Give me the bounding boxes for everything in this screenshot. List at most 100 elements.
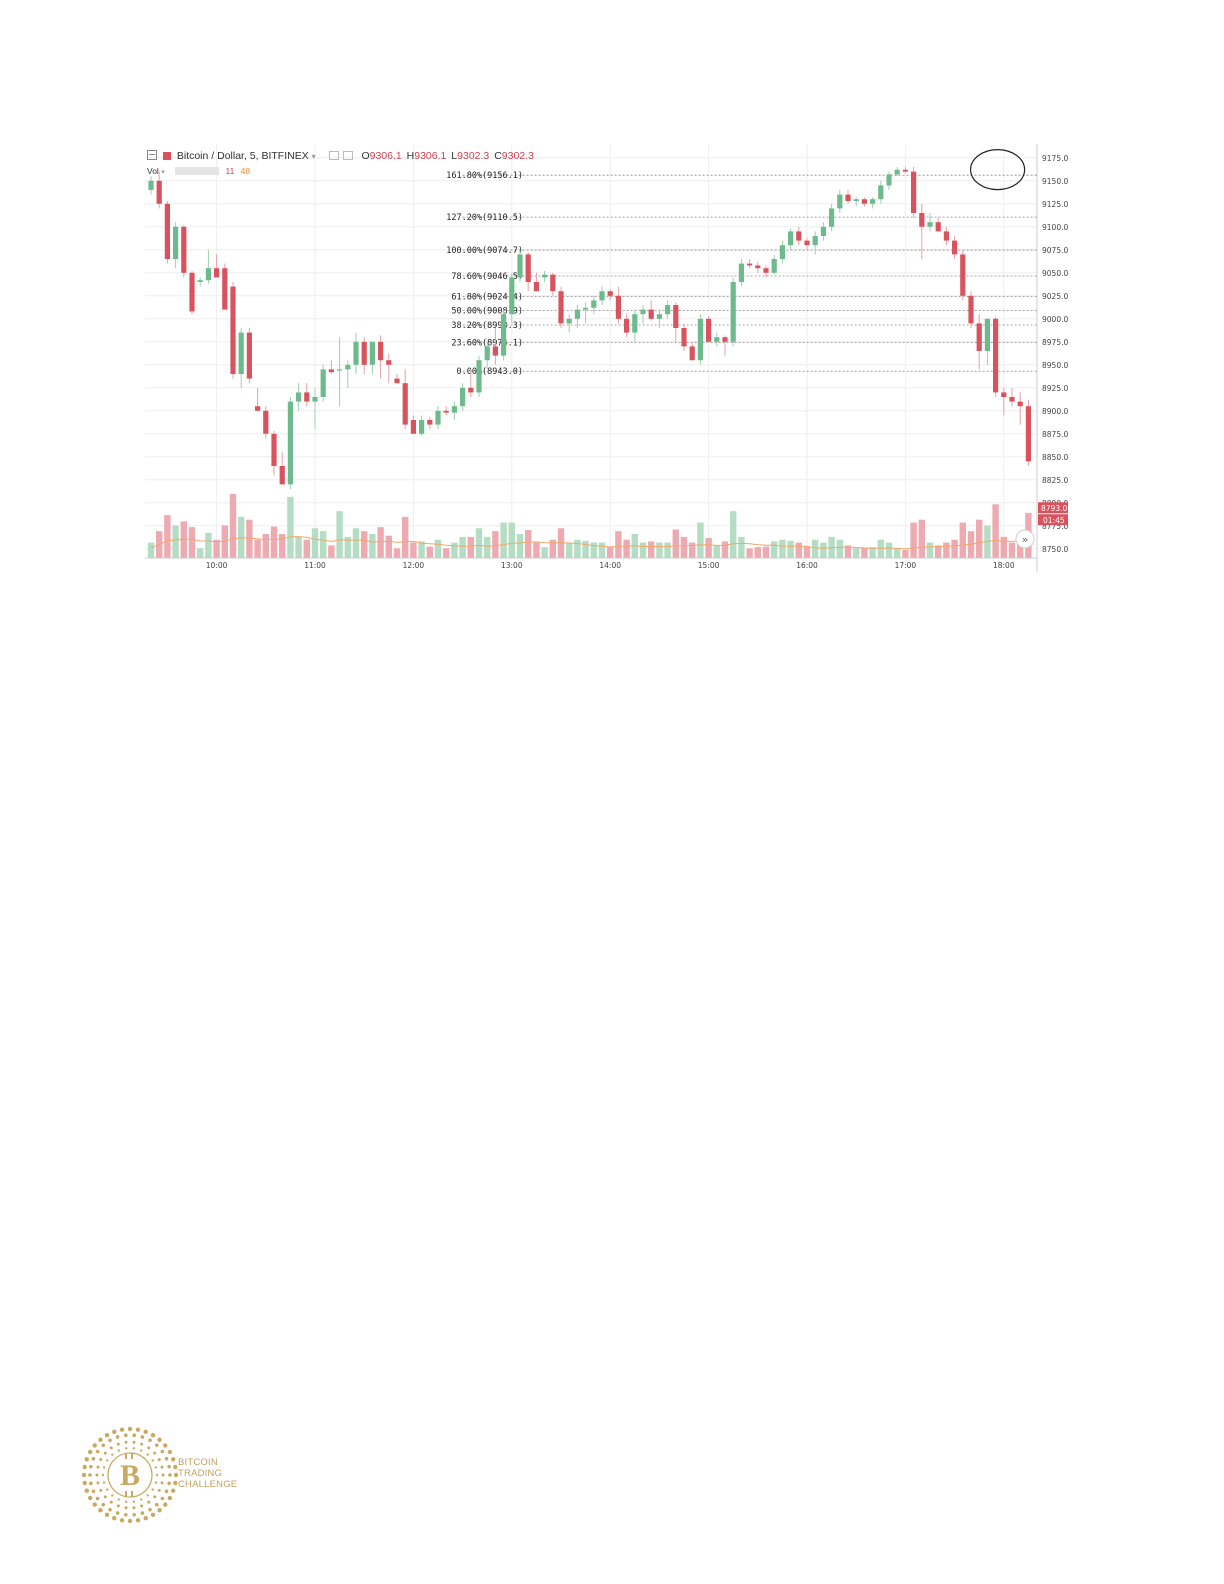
candle-body[interactable] bbox=[197, 280, 203, 282]
candle-body[interactable] bbox=[238, 332, 244, 374]
candle-body[interactable] bbox=[894, 169, 900, 175]
candle-body[interactable] bbox=[550, 274, 556, 292]
candle-body[interactable] bbox=[1009, 397, 1015, 402]
candle-body[interactable] bbox=[525, 254, 531, 282]
eye-icon[interactable] bbox=[328, 151, 339, 160]
candle-body[interactable] bbox=[517, 254, 523, 278]
candle-body[interactable] bbox=[181, 226, 187, 273]
candle-body[interactable] bbox=[681, 328, 687, 347]
chevron-down-icon[interactable]: ▾ bbox=[311, 152, 316, 161]
volume-tool-icons[interactable] bbox=[175, 167, 220, 175]
candle-body[interactable] bbox=[968, 295, 974, 324]
candle-body[interactable] bbox=[558, 291, 564, 324]
candle-body[interactable] bbox=[648, 309, 654, 319]
candle-body[interactable] bbox=[812, 236, 818, 246]
candle-body[interactable] bbox=[788, 231, 794, 246]
candle-body[interactable] bbox=[246, 332, 252, 379]
candle-body[interactable] bbox=[804, 240, 810, 246]
candle-body[interactable] bbox=[205, 268, 211, 281]
candle-body[interactable] bbox=[763, 268, 769, 273]
candle-body[interactable] bbox=[607, 291, 613, 296]
candle-body[interactable] bbox=[410, 420, 416, 434]
candle-body[interactable] bbox=[878, 185, 884, 200]
candle-body[interactable] bbox=[919, 213, 925, 227]
candle-body[interactable] bbox=[320, 369, 326, 397]
candle-body[interactable] bbox=[566, 318, 572, 324]
candle-body[interactable] bbox=[492, 346, 498, 356]
candle-body[interactable] bbox=[484, 346, 490, 361]
candle-body[interactable] bbox=[189, 272, 195, 312]
candle-body[interactable] bbox=[583, 307, 589, 310]
candle-body[interactable] bbox=[353, 341, 359, 365]
candle-body[interactable] bbox=[378, 341, 384, 361]
candle-body[interactable] bbox=[394, 378, 400, 384]
candle-body[interactable] bbox=[738, 263, 744, 282]
candle-body[interactable] bbox=[1001, 392, 1007, 397]
candle-body[interactable] bbox=[451, 406, 457, 413]
candle-body[interactable] bbox=[230, 286, 236, 374]
candle-body[interactable] bbox=[911, 171, 917, 213]
candle-body[interactable] bbox=[214, 268, 220, 278]
candle-body[interactable] bbox=[952, 240, 958, 255]
candle-body[interactable] bbox=[476, 360, 482, 393]
candle-body[interactable] bbox=[984, 318, 990, 351]
candle-body[interactable] bbox=[443, 410, 449, 413]
chevron-down-icon[interactable]: ▾ bbox=[161, 169, 165, 176]
candle-body[interactable] bbox=[591, 300, 597, 308]
volume-label[interactable]: Vol bbox=[147, 166, 159, 176]
candle-body[interactable] bbox=[665, 305, 671, 315]
candle-body[interactable] bbox=[361, 341, 367, 365]
candle-body[interactable] bbox=[861, 199, 867, 204]
candle-body[interactable] bbox=[271, 433, 277, 466]
candle-body[interactable] bbox=[615, 295, 621, 319]
candle-body[interactable] bbox=[993, 318, 999, 393]
candle-body[interactable] bbox=[533, 282, 539, 292]
candle-body[interactable] bbox=[706, 318, 712, 342]
candle-body[interactable] bbox=[255, 406, 261, 411]
candle-body[interactable] bbox=[468, 387, 474, 393]
candle-body[interactable] bbox=[730, 282, 736, 342]
candle-body[interactable] bbox=[222, 268, 228, 310]
candle-body[interactable] bbox=[771, 259, 777, 273]
candle-body[interactable] bbox=[509, 277, 515, 315]
bitcoin-chart[interactable]: 161.80%(9156.1) 127.20%(9110.5) 100.00%(90… bbox=[145, 144, 1073, 572]
candle-body[interactable] bbox=[599, 291, 605, 301]
scroll-right-button[interactable] bbox=[1015, 529, 1035, 549]
candle-body[interactable] bbox=[845, 194, 851, 202]
candle-body[interactable] bbox=[902, 169, 908, 172]
candle-body[interactable] bbox=[697, 318, 703, 361]
candle-body[interactable] bbox=[796, 231, 802, 241]
collapse-icon[interactable] bbox=[147, 150, 157, 160]
candle-body[interactable] bbox=[460, 387, 466, 407]
candle-body[interactable] bbox=[722, 337, 728, 342]
candle-body[interactable] bbox=[779, 245, 785, 259]
candle-body[interactable] bbox=[279, 466, 285, 485]
candle-body[interactable] bbox=[747, 263, 753, 266]
candle-body[interactable] bbox=[435, 410, 441, 425]
candle-body[interactable] bbox=[632, 314, 638, 333]
candle-body[interactable] bbox=[345, 364, 351, 370]
candle-body[interactable] bbox=[427, 420, 433, 425]
candle-body[interactable] bbox=[640, 309, 646, 315]
candle-body[interactable] bbox=[156, 180, 162, 204]
candle-body[interactable] bbox=[337, 369, 343, 371]
candle-body[interactable] bbox=[829, 208, 835, 227]
candle-body[interactable] bbox=[542, 274, 548, 278]
candle-body[interactable] bbox=[164, 203, 170, 259]
candle-body[interactable] bbox=[419, 420, 425, 434]
candle-body[interactable] bbox=[927, 222, 933, 227]
candle-body[interactable] bbox=[1017, 401, 1023, 407]
candle-body[interactable] bbox=[386, 360, 392, 365]
candle-body[interactable] bbox=[820, 226, 826, 236]
candle-body[interactable] bbox=[714, 337, 720, 342]
candle-body[interactable] bbox=[624, 318, 630, 333]
candle-body[interactable] bbox=[656, 314, 662, 319]
candle-body[interactable] bbox=[501, 314, 507, 356]
candle-body[interactable] bbox=[328, 369, 334, 373]
candle-body[interactable] bbox=[755, 265, 761, 269]
symbol-title[interactable]: Bitcoin / Dollar, 5, BITFINEX bbox=[176, 150, 309, 162]
candle-body[interactable] bbox=[369, 341, 375, 365]
candle-body[interactable] bbox=[173, 226, 179, 259]
candle-body[interactable] bbox=[853, 199, 859, 202]
settings-icon[interactable] bbox=[342, 151, 353, 160]
